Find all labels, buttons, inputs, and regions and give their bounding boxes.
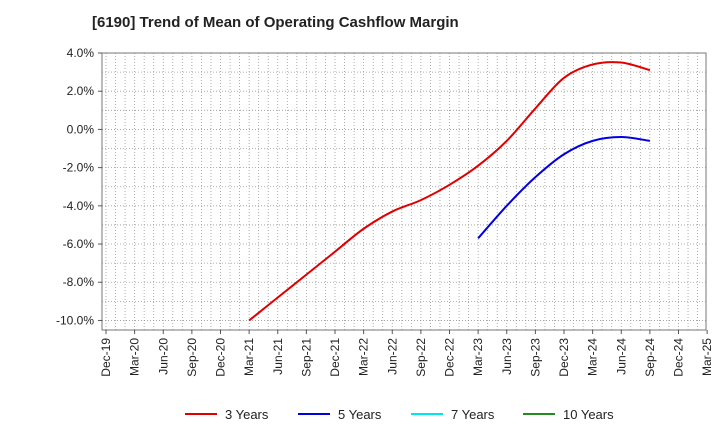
x-tick-label: Dec-23	[557, 338, 571, 377]
x-tick-label: Sep-21	[299, 338, 313, 377]
x-tick-label: Mar-23	[471, 338, 485, 376]
x-tick-label: Dec-22	[443, 338, 457, 377]
series-line-5-years	[477, 136, 651, 239]
x-tick-label: Sep-22	[414, 338, 428, 377]
y-tick-label: 4.0%	[67, 46, 95, 60]
series-lines	[248, 61, 651, 322]
legend: 3 Years 5 Years 7 Years 10 Years	[185, 407, 614, 422]
x-tick-label: Dec-21	[328, 338, 342, 377]
x-tick-label: Sep-24	[643, 338, 657, 377]
chart-title: [6190] Trend of Mean of Operating Cashfl…	[92, 14, 459, 31]
legend-label: 3 Years	[225, 407, 269, 422]
grid	[102, 52, 706, 330]
x-tick-label: Mar-21	[242, 338, 256, 376]
legend-label: 10 Years	[563, 407, 614, 422]
y-tick-label: 2.0%	[67, 84, 95, 98]
x-tick-label: Jun-24	[614, 338, 628, 375]
legend-label: 5 Years	[338, 407, 382, 422]
x-axis: Dec-19 Mar-20 Jun-20 Sep-20 Dec-20 Mar-21 Jun-…	[99, 330, 714, 377]
legend-label: 7 Years	[451, 407, 495, 422]
x-tick-label: Dec-24	[672, 338, 686, 377]
x-tick-label: Sep-20	[185, 338, 199, 377]
x-tick-label: Sep-23	[528, 338, 542, 377]
y-axis: 4.0% 2.0% 0.0% -2.0% -4.0% -6.0% -8.0% -10.0%	[56, 46, 102, 327]
x-tick-label: Mar-22	[357, 338, 371, 376]
y-tick-label: 0.0%	[67, 122, 95, 136]
x-tick-label: Dec-19	[99, 338, 113, 377]
series-line-3-years	[248, 61, 651, 322]
x-tick-label: Mar-20	[128, 338, 142, 376]
x-tick-label: Dec-20	[214, 338, 228, 377]
y-tick-label: -8.0%	[63, 275, 95, 289]
y-tick-label: -10.0%	[56, 313, 94, 327]
y-tick-label: -2.0%	[63, 161, 95, 175]
x-tick-label: Jun-21	[271, 338, 285, 375]
x-tick-label: Jun-22	[385, 338, 399, 375]
y-tick-label: -6.0%	[63, 237, 95, 251]
x-tick-label: Mar-25	[700, 338, 714, 376]
x-tick-label: Jun-20	[156, 338, 170, 375]
x-tick-label: Mar-24	[586, 338, 600, 376]
plot-frame	[101, 52, 707, 331]
y-tick-label: -4.0%	[63, 199, 95, 213]
x-tick-label: Jun-23	[500, 338, 514, 375]
